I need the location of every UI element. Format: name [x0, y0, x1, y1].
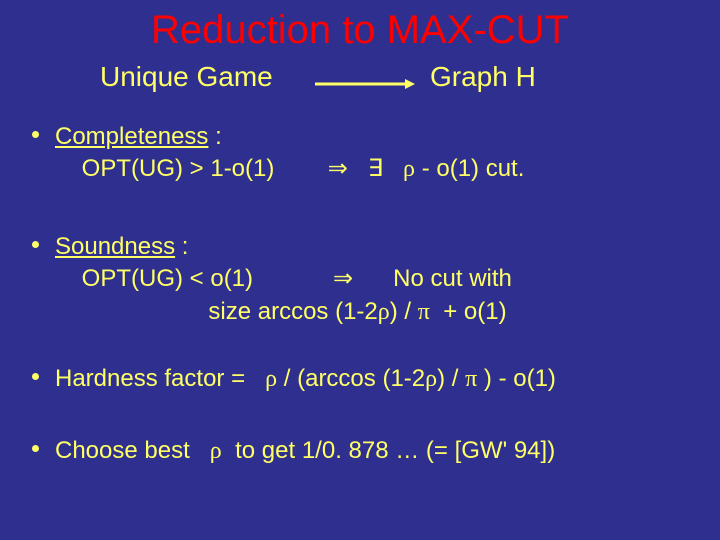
- subtitle-row: Unique Game Graph H: [0, 61, 720, 111]
- opt-expr: OPT(UG) < o(1): [82, 265, 253, 292]
- bullet-text: Completeness : OPT(UG) > 1-o(1) ⇒ ∃ ρ - …: [55, 121, 524, 186]
- exists-symbol: ∃: [368, 156, 383, 182]
- choose-pre: Choose best: [55, 437, 190, 464]
- bullet-text: Choose best ρ to get 1/0. 878 … (= [GW' …: [55, 435, 555, 467]
- bullet-soundness: Soundness : OPT(UG) < o(1) ⇒ No cut with…: [0, 231, 720, 341]
- bullet-dot: [32, 131, 39, 138]
- pi-symbol: π: [418, 299, 430, 325]
- rho-symbol: ρ: [378, 299, 390, 325]
- bullet-dot: [32, 445, 39, 452]
- arrow-icon: [315, 79, 415, 91]
- hardness-mid2: ) /: [437, 365, 458, 392]
- rho-symbol: ρ: [403, 156, 415, 182]
- size-arccos: size arccos (1-2: [208, 298, 377, 325]
- bullet-list: Completeness : OPT(UG) > 1-o(1) ⇒ ∃ ρ - …: [0, 121, 720, 485]
- hardness-tail: ) - o(1): [484, 365, 556, 392]
- cut-text: - o(1) cut.: [422, 155, 525, 182]
- pi-symbol: π: [465, 366, 477, 392]
- choose-mid: to get 1/0. 878: [235, 437, 388, 464]
- bullet-hardness: Hardness factor = ρ / (arccos (1-2ρ) / π…: [0, 363, 720, 413]
- hardness-mid1: / (arccos (1-2: [284, 365, 425, 392]
- bullet-dot: [32, 373, 39, 380]
- graph-h-label: Graph H: [430, 61, 536, 93]
- hardness-pre: Hardness factor =: [55, 365, 245, 392]
- implies-symbol: ⇒: [328, 156, 348, 182]
- opt-expr: OPT(UG) > 1-o(1): [82, 155, 275, 182]
- slide-title: Reduction to MAX-CUT: [0, 0, 720, 53]
- rho-symbol: ρ: [210, 438, 222, 464]
- bullet-completeness: Completeness : OPT(UG) > 1-o(1) ⇒ ∃ ρ - …: [0, 121, 720, 209]
- bullet-text: Soundness : OPT(UG) < o(1) ⇒ No cut with…: [55, 231, 512, 328]
- rho-symbol: ρ: [265, 366, 277, 392]
- bullet-dot: [32, 241, 39, 248]
- no-cut-text: No cut with: [393, 265, 512, 292]
- heading: Completeness: [55, 123, 208, 150]
- implies-symbol: ⇒: [333, 266, 353, 292]
- bullet-text: Hardness factor = ρ / (arccos (1-2ρ) / π…: [55, 363, 556, 395]
- divide: ) /: [390, 298, 411, 325]
- unique-game-label: Unique Game: [100, 61, 273, 93]
- plus-o1: + o(1): [443, 298, 506, 325]
- arrow-head: [405, 79, 415, 89]
- bullet-choose: Choose best ρ to get 1/0. 878 … (= [GW' …: [0, 435, 720, 485]
- choose-tail: (= [GW' 94]): [426, 437, 555, 464]
- heading: Soundness: [55, 233, 175, 260]
- rho-symbol: ρ: [425, 366, 437, 392]
- ellipsis: …: [395, 437, 419, 464]
